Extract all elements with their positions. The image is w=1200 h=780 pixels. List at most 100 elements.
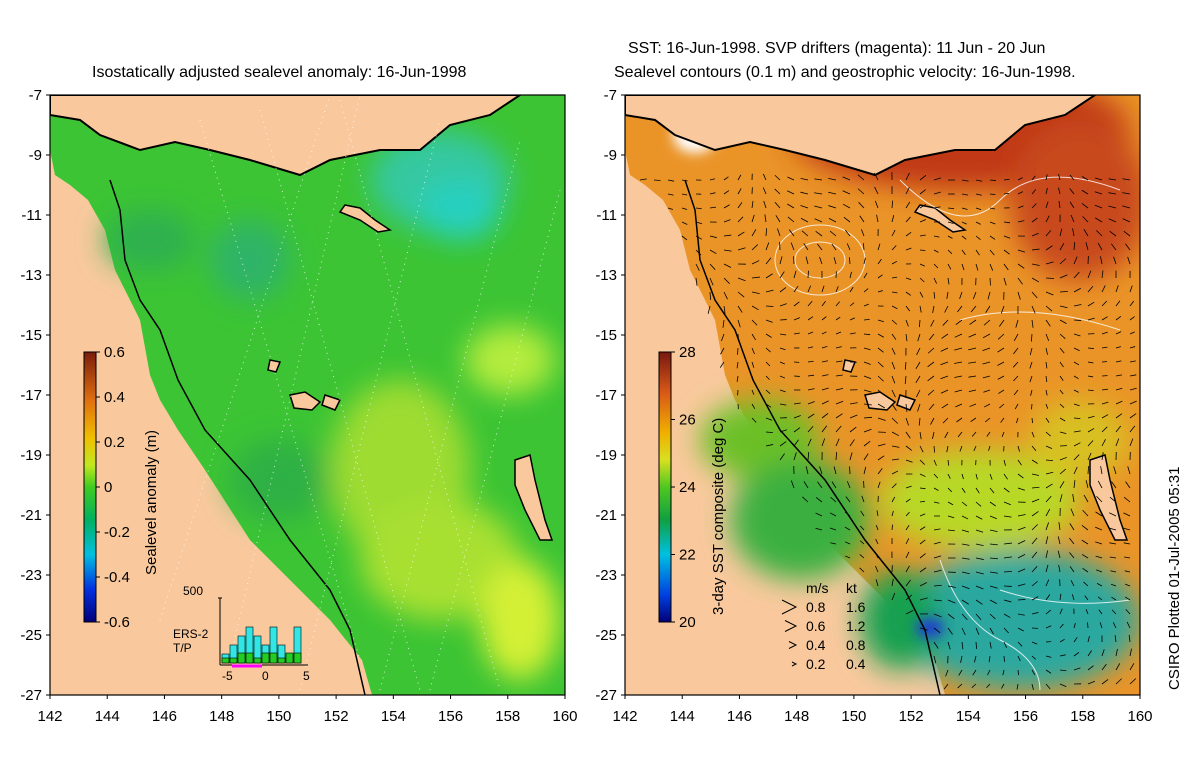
right-map-title-line1: SST: 16-Jun-1998. SVP drifters (magenta)…	[628, 40, 1046, 57]
legend-kt-value: 0.8	[846, 637, 866, 653]
inset-legend-ers2: ERS-2	[173, 627, 209, 641]
lat-tick-label: -19	[595, 447, 617, 464]
anomaly-patches	[105, 130, 560, 680]
legend-ms-value: 0.4	[806, 637, 826, 653]
legend-ms-value: 0.6	[806, 618, 826, 634]
inset-x-tick-0: 0	[262, 669, 269, 683]
colorbar-tick-label: 22	[679, 547, 696, 564]
right-map-title-line2: Sealevel contours (0.1 m) and geostrophi…	[614, 64, 1076, 81]
new-caledonia	[514, 454, 554, 541]
lon-tick-label: 160	[1127, 708, 1152, 725]
lat-tick-label: -13	[595, 267, 617, 284]
lon-tick-label: 144	[670, 708, 695, 725]
png-coast	[50, 95, 522, 177]
lon-tick-label: 146	[152, 708, 177, 725]
lat-tick-label: -17	[595, 387, 617, 404]
inset-bar-tp	[253, 657, 262, 664]
lat-tick-label: -11	[596, 207, 617, 224]
lat-tick-label: -27	[595, 687, 617, 704]
inset-bar-tp	[285, 652, 294, 664]
new-caledonia	[1089, 454, 1129, 541]
colorbar-tick-label: -0.4	[104, 569, 130, 586]
lon-tick-label: 152	[899, 708, 924, 725]
map-axes: -7 -7 -9 -9 -11 -11 -13 -13 -15 -15 -17 -17 -19 -19 -2…	[20, 87, 1152, 725]
colorbar-tick-label: 0.4	[104, 389, 125, 406]
lon-tick-label: 158	[1070, 708, 1095, 725]
satellite-tracks	[159, 95, 561, 691]
colorbar-tick-label: -0.6	[104, 614, 130, 631]
sla-colorbar-label: Sealevel anomaly (m)	[143, 430, 160, 575]
lat-tick-label: -13	[20, 267, 42, 284]
inset-x-tick-5: 5	[303, 669, 310, 683]
legend-arrow-glyph	[791, 661, 798, 667]
png-coast	[625, 95, 1097, 177]
lat-tick-label: -17	[20, 387, 42, 404]
legend-kt-header: kt	[846, 580, 857, 596]
lon-tick-label: 142	[37, 708, 62, 725]
lon-tick-label: 152	[324, 708, 349, 725]
inset-bar-tp	[229, 657, 238, 664]
lat-tick-label: -23	[20, 567, 42, 584]
lon-tick-label: 144	[95, 708, 120, 725]
legend-kt-value: 1.6	[846, 599, 866, 615]
lat-tick-label: -9	[29, 147, 42, 164]
lon-tick-label: 156	[1013, 708, 1038, 725]
inset-legend-tp: T/P	[173, 641, 192, 655]
lon-tick-label: 142	[612, 708, 637, 725]
legend-ms-value: 0.8	[806, 599, 826, 615]
left-map-title: Isostatically adjusted sealevel anomaly:…	[92, 64, 467, 81]
sst-colorbar-ticks: 28 26 24 22 20	[671, 344, 696, 631]
colorbar-tick-label: -0.2	[104, 524, 130, 541]
sla-colorbar	[83, 351, 97, 623]
sla-colorbar-ticks: 0.6 0.4 0.2 0 -0.2 -0.4 -0.6	[96, 344, 130, 631]
lat-tick-label: -7	[29, 87, 42, 104]
legend-kt-value: 0.4	[846, 656, 866, 672]
colorbar-tick-label: 24	[679, 479, 696, 496]
sst-colorbar	[658, 351, 672, 623]
geostrophic-velocity-vectors	[639, 172, 1137, 690]
inset-y-tick: 500	[183, 584, 203, 598]
inset-x-tick-neg5: -5	[222, 669, 233, 683]
lon-tick-label: 154	[381, 708, 406, 725]
isobath-line	[684, 179, 941, 695]
legend-ms-value: 0.2	[806, 656, 826, 672]
inset-bar-tp	[277, 657, 286, 664]
lat-tick-label: -15	[595, 327, 617, 344]
reef-islands	[267, 359, 342, 411]
legend-arrow-glyph	[788, 641, 798, 649]
colorbar-tick-label: 26	[679, 412, 696, 429]
lon-tick-label: 148	[209, 708, 234, 725]
lat-tick-label: -7	[604, 87, 617, 104]
inset-histogram: 500 ERS-2 T/P -5 0 5	[173, 584, 310, 683]
lat-tick-label: -15	[20, 327, 42, 344]
lat-tick-label: -19	[20, 447, 42, 464]
lat-tick-label: -27	[20, 687, 42, 704]
legend-ms-header: m/s	[806, 580, 829, 596]
inset-bar-tp	[293, 652, 302, 664]
lon-tick-label: 150	[841, 708, 866, 725]
lon-tick-label: 158	[495, 708, 520, 725]
sealevel-anomaly-map: 0.6 0.4 0.2 0 -0.2 -0.4 -0.6 Sealevel anomaly …	[49, 94, 566, 696]
lat-tick-label: -11	[21, 207, 42, 224]
lat-tick-label: -25	[20, 627, 42, 644]
lon-tick-label: 160	[552, 708, 577, 725]
inset-bar-tp	[245, 652, 254, 664]
sst-map: 28 26 24 22 20 3-day SST composite (deg C) m…	[624, 94, 1141, 696]
reef-islands	[842, 359, 917, 411]
lon-tick-label: 146	[727, 708, 752, 725]
inset-bar-tp	[221, 657, 230, 664]
lat-tick-label: -21	[595, 507, 617, 524]
lon-tick-label: 150	[266, 708, 291, 725]
legend-arrow-glyph	[781, 599, 798, 615]
island-chain	[338, 204, 392, 233]
lat-tick-label: -25	[595, 627, 617, 644]
inset-bar-tp	[237, 652, 246, 664]
colorbar-tick-label: 28	[679, 344, 696, 361]
lat-tick-label: -23	[595, 567, 617, 584]
legend-arrow-glyph	[784, 620, 798, 632]
inset-bar-tp	[261, 652, 270, 664]
island-chain	[913, 204, 967, 233]
colorbar-tick-label: 0.2	[104, 434, 125, 451]
colorbar-tick-label: 0.6	[104, 344, 125, 361]
